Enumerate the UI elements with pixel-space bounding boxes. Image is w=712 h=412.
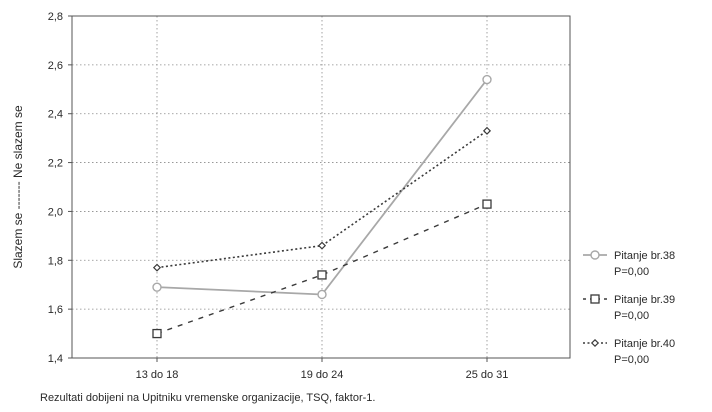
- plot-frame: [71, 15, 571, 359]
- x-axis-ticks: 13 do 18 19 do 24 25 do 31: [136, 358, 509, 381]
- y-tick-label: 2,2: [48, 158, 63, 170]
- data-point: [482, 74, 492, 85]
- data-point: [152, 282, 162, 292]
- y-tick-label: 2,4: [48, 109, 63, 121]
- legend-label: Pitanje br.40: [614, 338, 675, 350]
- data-point: [482, 126, 492, 135]
- legend-label: Pitanje br.39: [614, 294, 675, 306]
- data-point: [317, 241, 327, 250]
- figure-caption: Rezultati dobijeni na Upitniku vremenske…: [40, 392, 376, 404]
- y-tick-label: 1,6: [48, 304, 63, 316]
- series-2: [152, 199, 492, 339]
- legend-note: P=0,00: [614, 266, 649, 278]
- legend-item-3: Pitanje br.40 P=0,00: [583, 338, 675, 366]
- data-point: [317, 270, 327, 280]
- grid-lines: [72, 16, 570, 358]
- y-tick-label: 1,8: [48, 255, 63, 267]
- legend-note: P=0,00: [614, 354, 649, 366]
- series-layer: [152, 74, 492, 339]
- x-tick-label: 19 do 24: [301, 369, 344, 381]
- data-point: [152, 263, 162, 272]
- y-tick-label: 2,0: [48, 206, 63, 218]
- series-line: [156, 78, 488, 296]
- y-tick-label: 2,6: [48, 60, 63, 72]
- legend-label: Pitanje br.38: [614, 250, 675, 262]
- legend-item-1: Pitanje br.38 P=0,00: [583, 250, 675, 278]
- series-3: [152, 126, 492, 272]
- series-line: [156, 203, 488, 335]
- series-line: [156, 130, 488, 269]
- x-tick-label: 13 do 18: [136, 369, 179, 381]
- legend-item-2: Pitanje br.39 P=0,00: [583, 294, 675, 322]
- legend-marker: [590, 250, 600, 260]
- series-1: [152, 74, 492, 300]
- y-tick-label: 1,4: [48, 353, 63, 365]
- legend-marker: [590, 294, 600, 304]
- data-point: [152, 328, 162, 339]
- y-axis-ticks: 1,4 1,6 1,8 2,0 2,2 2,4 2,6 2,8: [48, 11, 72, 365]
- legend-note: P=0,00: [614, 310, 649, 322]
- y-axis-label: Slazem se ------- Ne slazem se: [11, 105, 25, 269]
- data-point: [482, 199, 492, 209]
- data-point: [317, 289, 327, 300]
- y-tick-label: 2,8: [48, 11, 63, 23]
- x-tick-label: 25 do 31: [466, 369, 509, 381]
- legend-marker: [590, 338, 600, 348]
